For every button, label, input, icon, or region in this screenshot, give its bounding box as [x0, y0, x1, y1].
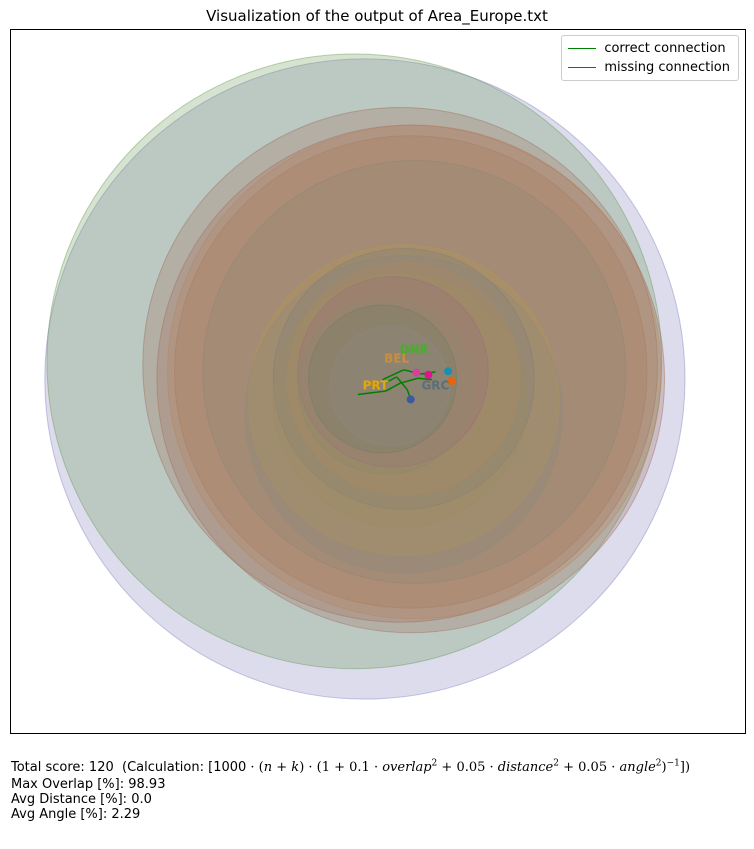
area-circle-7	[248, 244, 560, 556]
area-circle-2	[142, 107, 658, 623]
legend-label-missing: missing connection	[604, 60, 730, 75]
area-circle-0	[44, 58, 686, 700]
area-circle-9	[272, 248, 535, 510]
connection-line-3	[417, 377, 432, 381]
area-circle-3	[156, 124, 666, 634]
connection-line-2	[399, 377, 418, 384]
legend: correct connection missing connection	[561, 35, 739, 81]
legend-label-correct: correct connection	[604, 41, 726, 56]
area-circle-12	[297, 276, 489, 468]
country-label-1: BEL	[384, 352, 409, 366]
area-circle-13	[297, 297, 475, 475]
point-marker-3	[444, 367, 453, 376]
connection-line-4	[382, 369, 404, 381]
calculation-prefix: (Calculation: [1000	[122, 760, 247, 775]
connection-line-9	[385, 376, 397, 384]
legend-line-correct	[568, 48, 597, 49]
point-markers	[406, 367, 456, 404]
plot-area: DNK BEL PRT GRC correct connection missing …	[10, 29, 746, 734]
country-label-2: PRT	[363, 379, 389, 393]
country-label-0: DNK	[400, 343, 430, 357]
area-circle-10	[272, 272, 528, 528]
point-marker-1	[424, 370, 433, 379]
point-marker-2	[412, 368, 421, 377]
calculation-formula: · (n + k) · (1 + 0.1 · overlap2 + 0.05 ·…	[246, 758, 691, 775]
total-score-line: Total score: 120 (Calculation: [1000 · (…	[11, 758, 691, 775]
connection-line-0	[357, 390, 387, 396]
avg-distance-line: Avg Distance [%]: 0.0	[11, 792, 152, 807]
point-marker-0	[447, 377, 456, 386]
max-overlap-line: Max Overlap [%]: 98.93	[11, 777, 166, 792]
avg-angle-line: Avg Angle [%]: 2.29	[11, 807, 141, 822]
area-circle-8	[244, 255, 563, 574]
area-circle-11	[286, 262, 521, 496]
stats-panel: Total score: 120 (Calculation: [1000 · (…	[11, 758, 691, 822]
total-score-text: Total score: 120	[11, 760, 114, 775]
connection-line-6	[396, 376, 408, 391]
country-label-3: GRC	[421, 379, 449, 393]
area-circle-15	[329, 325, 451, 447]
point-marker-4	[406, 395, 415, 404]
legend-item-correct: correct connection	[568, 39, 730, 58]
connection-line-1	[385, 382, 401, 392]
legend-line-missing	[568, 67, 597, 68]
area-circle-1	[46, 53, 663, 670]
legend-item-missing: missing connection	[568, 58, 730, 77]
area-circles	[44, 53, 686, 700]
chart-title: Visualization of the output of Area_Euro…	[206, 7, 548, 25]
